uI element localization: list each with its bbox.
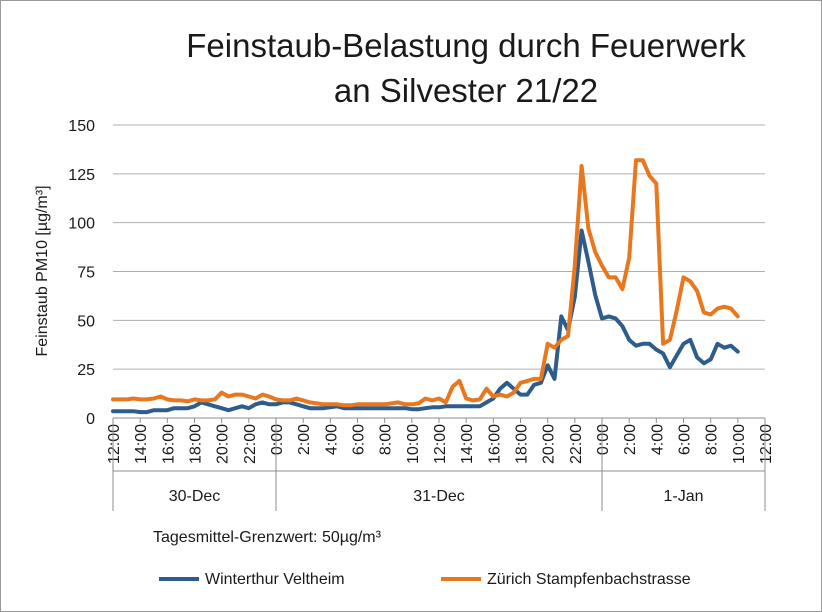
x-tick-label: 20:00 [215, 424, 232, 464]
x-tick-label: 10:00 [405, 424, 422, 464]
y-gridlines [113, 124, 765, 419]
x-tick-label: 6:00 [677, 424, 694, 455]
day-group-label: 30-Dec [169, 488, 221, 505]
x-tick-label: 6:00 [351, 424, 368, 455]
legend: Winterthur Veltheim Zürich Stampfenbachs… [159, 571, 691, 588]
x-tick-label: 22:00 [242, 424, 259, 464]
y-tick-label: 25 [77, 362, 95, 379]
y-tick-label: 150 [68, 118, 95, 135]
x-tick-label: 14:00 [459, 424, 476, 464]
limit-annotation: Tagesmittel-Grenzwert: 50µg/m³ [153, 529, 382, 546]
x-tick-label: 16:00 [486, 424, 503, 464]
x-tick-label: 2:00 [296, 424, 313, 455]
x-tick-label: 12:00 [106, 424, 123, 464]
x-tick-label: 2:00 [622, 424, 639, 455]
data-series [111, 158, 740, 415]
y-tick-label: 100 [68, 216, 95, 233]
legend-label-winterthur: Winterthur Veltheim [205, 571, 345, 588]
x-tick-label: 0:00 [595, 424, 612, 455]
x-tick-label: 22:00 [568, 424, 585, 464]
x-tick-label: 0:00 [269, 424, 286, 455]
x-tick-label: 4:00 [649, 424, 666, 455]
x-tick-label: 8:00 [704, 424, 721, 455]
x-tick-label: 20:00 [541, 424, 558, 464]
x-tick-label: 12:00 [758, 424, 775, 464]
y-tick-labels: 0 25 50 75 100 125 150 [68, 118, 95, 428]
x-tick-label: 18:00 [188, 424, 205, 464]
x-tick-label: 16:00 [160, 424, 177, 464]
y-tick-label: 75 [77, 265, 95, 282]
y-tick-label: 0 [86, 411, 95, 428]
day-group-label: 1-Jan [663, 488, 703, 505]
y-tick-label: 125 [68, 167, 95, 184]
chart-title-line-1: Feinstaub-Belastung durch Feuerwerk [186, 27, 746, 64]
series-line-winterthur [111, 228, 740, 415]
x-tick-label: 14:00 [133, 424, 150, 464]
x-tick-label: 4:00 [323, 424, 340, 455]
x-axis: 12:00 14:00 16:00 18:00 20:00 22:00 0:00 2:00 4:… [106, 418, 775, 511]
x-tick-label: 8:00 [378, 424, 395, 455]
chart-title-line-2: an Silvester 21/22 [334, 72, 598, 109]
y-tick-label: 50 [77, 313, 95, 330]
series-line-zuerich [111, 158, 740, 408]
x-tick-label: 12:00 [432, 424, 449, 464]
y-axis-title: Feinstaub PM10 [µg/m³] [34, 185, 51, 356]
x-tick-label: 10:00 [731, 424, 748, 464]
day-group-label: 31-Dec [413, 488, 465, 505]
legend-label-zuerich: Zürich Stampfenbachstrasse [487, 571, 691, 588]
x-tick-label: 18:00 [514, 424, 531, 464]
